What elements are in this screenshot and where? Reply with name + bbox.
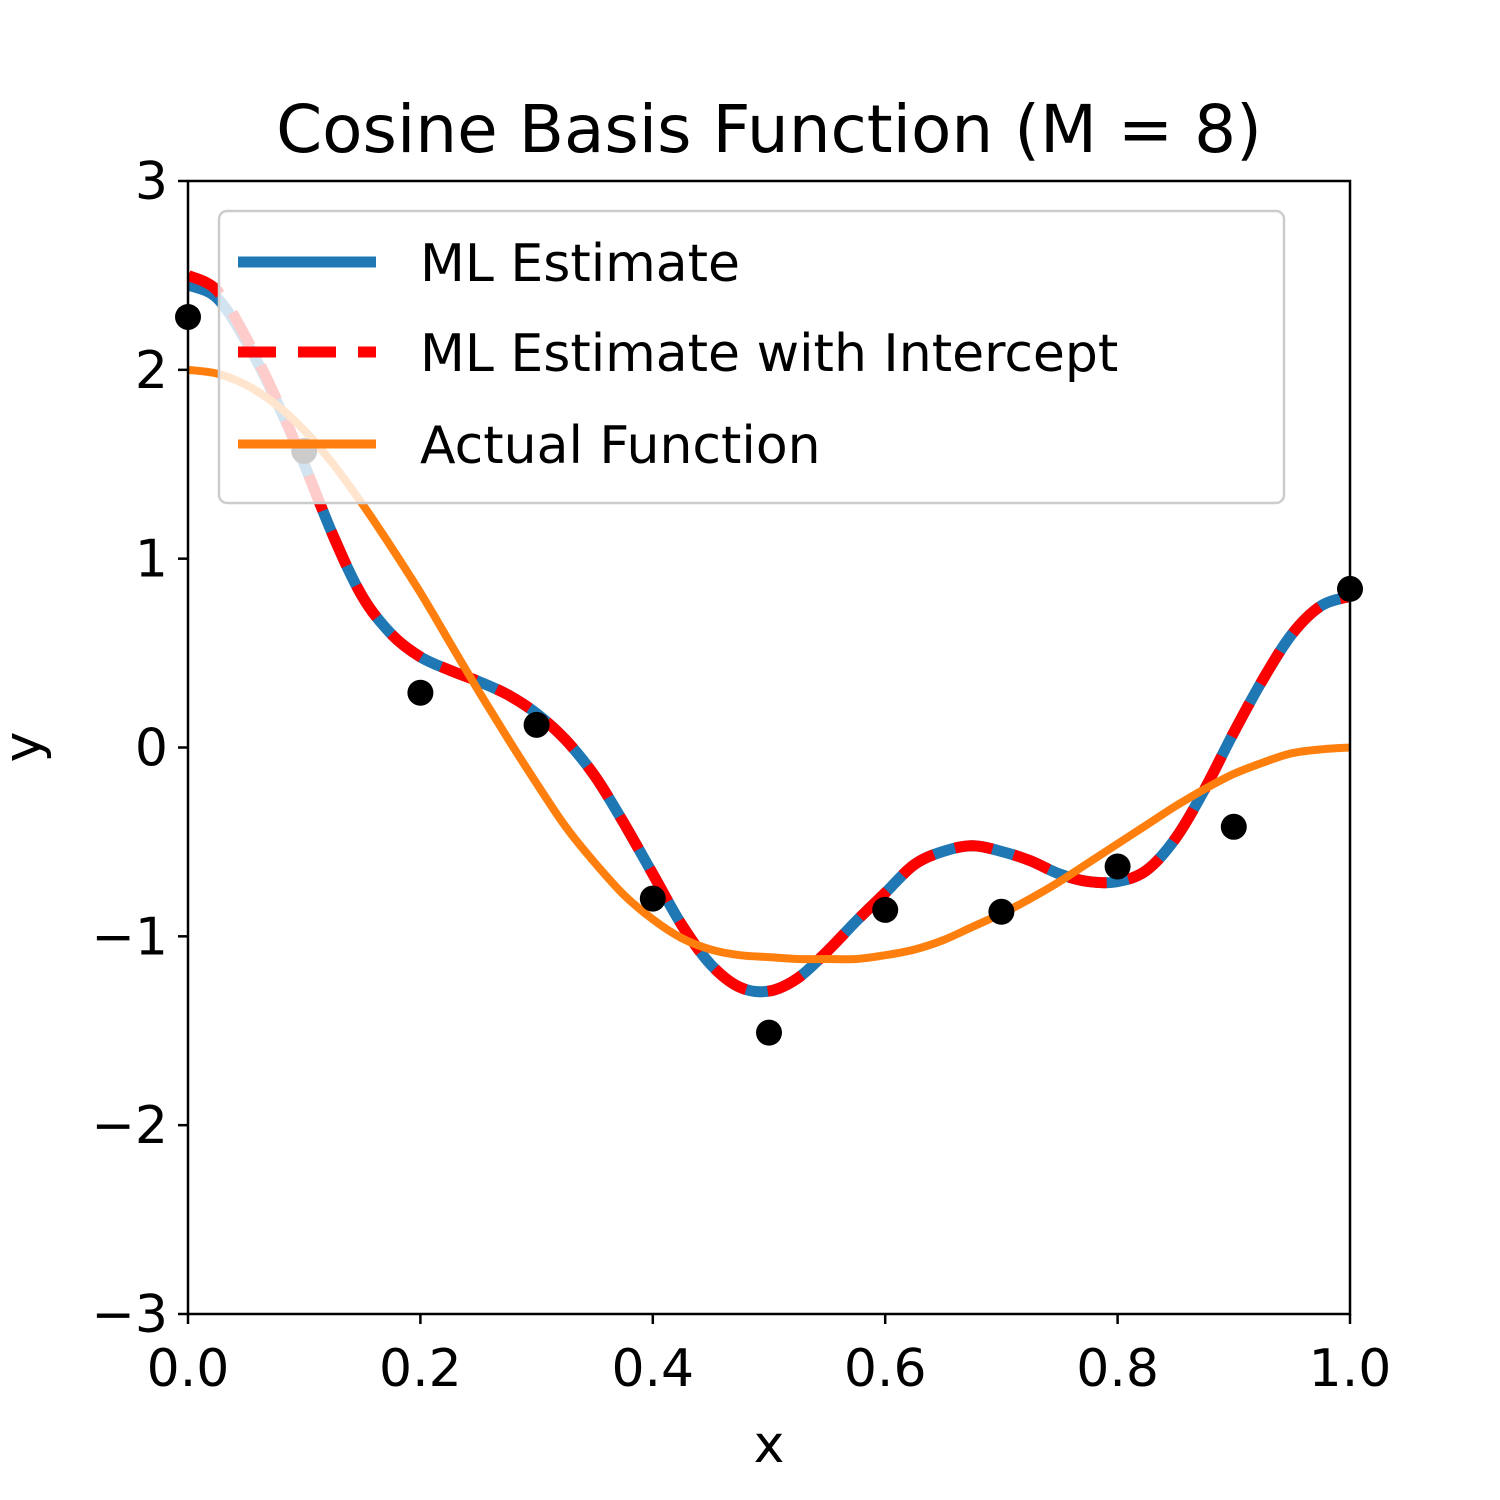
x-axis-label: x [754, 1415, 785, 1475]
y-tick-label: 3 [135, 152, 168, 212]
x-tick-label: 0.2 [379, 1339, 462, 1399]
data-point [639, 885, 666, 912]
legend-label-actual-function: Actual Function [420, 416, 821, 476]
x-tick-label: 0.8 [1076, 1339, 1159, 1399]
data-point [1104, 853, 1131, 880]
y-tick-label: 0 [135, 719, 168, 779]
x-tick-label: 0.4 [611, 1339, 694, 1399]
legend-label-ml-estimate: ML Estimate [420, 234, 740, 294]
legend-box [217, 209, 1286, 505]
data-point [407, 679, 434, 706]
data-point [1220, 813, 1247, 840]
y-tick-label: 2 [135, 341, 168, 401]
data-point [523, 711, 550, 738]
series-layer [188, 270, 1350, 998]
x-tick-label: 0.6 [844, 1339, 927, 1399]
y-axis-ticks: −3 −2 −1 0 1 2 3 [91, 152, 188, 1345]
data-point [988, 898, 1015, 925]
y-tick-label: −2 [91, 1096, 168, 1156]
data-point [872, 896, 899, 923]
y-tick-label: −3 [91, 1285, 168, 1345]
legend-label-ml-estimate-with-intercept: ML Estimate with Intercept [420, 324, 1118, 384]
data-points [175, 303, 1363, 1046]
y-axis-label: y [0, 732, 53, 763]
data-point [756, 1019, 782, 1046]
x-axis-ticks: 0.0 0.2 0.4 0.6 0.8 1.0 [147, 1314, 1392, 1399]
chart-title: Cosine Basis Function (M = 8) [276, 91, 1262, 168]
x-tick-label: 0.0 [147, 1339, 230, 1399]
series-line-actual-function [188, 365, 1350, 964]
y-tick-label: 1 [135, 530, 168, 590]
y-tick-label: −1 [91, 907, 168, 967]
legend: ML Estimate ML Estimate with Intercept A… [217, 209, 1286, 505]
x-tick-label: 1.0 [1309, 1339, 1392, 1399]
series-line-ml-estimate-with-intercept [188, 270, 1350, 998]
